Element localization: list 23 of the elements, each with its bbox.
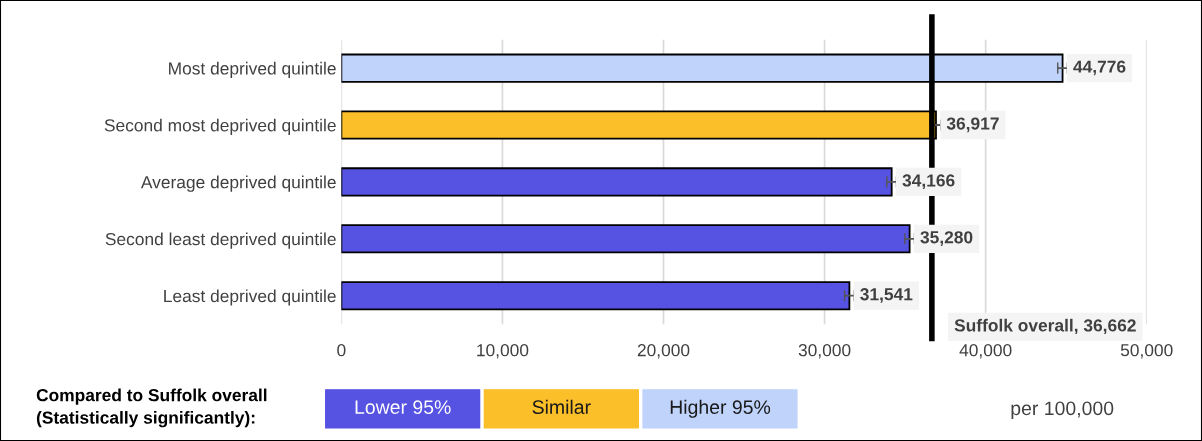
bar bbox=[341, 167, 893, 197]
data-label: 34,166 bbox=[902, 174, 955, 190]
text: Higher 95% bbox=[670, 399, 771, 418]
data-label: 36,917 bbox=[946, 117, 999, 133]
x-axis-title: per 100,000 bbox=[1011, 401, 1114, 420]
data-label: 44,776 bbox=[1073, 60, 1126, 76]
y-tick-label: Second most deprived quintile bbox=[104, 118, 336, 135]
x-tick-label: 20,000 bbox=[637, 344, 690, 359]
y-tick-label: Average deprived quintile bbox=[140, 175, 336, 192]
legend-title: Compared to Suffolk overall (Statistically significantly): bbox=[36, 388, 267, 428]
x-tick-label: 30,000 bbox=[798, 344, 851, 359]
ref-line-label: Suffolk overall, 36,662 bbox=[954, 318, 1136, 335]
x-tick-label: 0 bbox=[337, 344, 346, 357]
text: Similar bbox=[532, 399, 591, 415]
x-tick-label: 40,000 bbox=[959, 344, 1012, 359]
data-label: 31,541 bbox=[860, 288, 913, 303]
data-label: 35,280 bbox=[920, 231, 973, 246]
y-tick-label: Second least deprived quintile bbox=[105, 232, 336, 249]
x-tick-label: 10,000 bbox=[477, 344, 529, 359]
y-tick-label: Most deprived quintile bbox=[169, 61, 336, 79]
text: Lower 95% bbox=[355, 400, 451, 415]
y-tick-label: Least deprived quintile bbox=[164, 289, 336, 306]
x-tick-label: 50,000 bbox=[1120, 344, 1173, 359]
